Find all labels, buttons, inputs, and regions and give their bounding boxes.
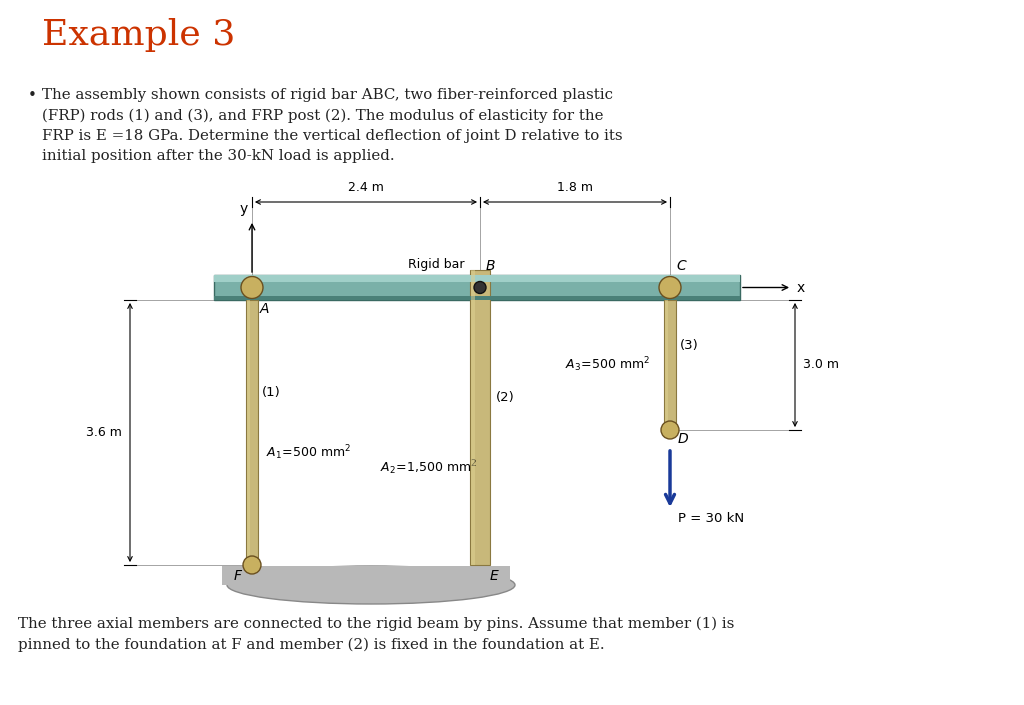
Bar bbox=[247, 300, 250, 565]
Text: The three axial members are connected to the rigid beam by pins. Assume that mem: The three axial members are connected to… bbox=[18, 617, 734, 652]
Bar bbox=[470, 270, 490, 565]
Text: Rigid bar: Rigid bar bbox=[409, 258, 465, 271]
Text: The assembly shown consists of rigid bar ABC, two fiber-reinforced plastic
(FRP): The assembly shown consists of rigid bar… bbox=[42, 88, 623, 163]
Text: F: F bbox=[234, 569, 242, 583]
Bar bbox=[665, 300, 668, 430]
Text: P = 30 kN: P = 30 kN bbox=[678, 512, 744, 525]
Circle shape bbox=[243, 556, 261, 574]
Text: B: B bbox=[486, 259, 496, 273]
Circle shape bbox=[659, 276, 681, 298]
Text: 1.8 m: 1.8 m bbox=[557, 181, 593, 194]
Text: 3.6 m: 3.6 m bbox=[86, 426, 122, 439]
Text: E: E bbox=[490, 569, 499, 583]
Circle shape bbox=[662, 421, 679, 439]
Text: •: • bbox=[28, 88, 37, 103]
Text: (3): (3) bbox=[680, 338, 698, 352]
Text: D: D bbox=[678, 432, 688, 446]
Ellipse shape bbox=[227, 566, 515, 604]
Text: Example 3: Example 3 bbox=[42, 18, 236, 52]
Bar bbox=[214, 275, 740, 282]
Text: 2.4 m: 2.4 m bbox=[348, 181, 384, 194]
Text: x: x bbox=[797, 281, 805, 295]
Bar bbox=[214, 295, 740, 300]
Bar bbox=[471, 270, 475, 565]
Text: $A_2\!=\!1{,}500\ \mathrm{mm}^2$: $A_2\!=\!1{,}500\ \mathrm{mm}^2$ bbox=[380, 458, 477, 477]
Text: $A_3\!=\!500\ \mathrm{mm}^2$: $A_3\!=\!500\ \mathrm{mm}^2$ bbox=[565, 355, 650, 374]
Text: (1): (1) bbox=[262, 386, 281, 399]
Text: C: C bbox=[676, 259, 686, 273]
Bar bbox=[222, 566, 510, 585]
Text: (2): (2) bbox=[496, 391, 515, 404]
Circle shape bbox=[241, 276, 263, 298]
Circle shape bbox=[474, 281, 486, 293]
Bar bbox=[214, 275, 740, 300]
Text: A: A bbox=[260, 302, 269, 316]
Text: $A_1\!=\!500\ \mathrm{mm}^2$: $A_1\!=\!500\ \mathrm{mm}^2$ bbox=[266, 443, 351, 462]
Bar bbox=[664, 300, 676, 430]
Text: y: y bbox=[240, 202, 248, 216]
Text: 3.0 m: 3.0 m bbox=[803, 359, 839, 372]
Bar bbox=[246, 300, 258, 565]
